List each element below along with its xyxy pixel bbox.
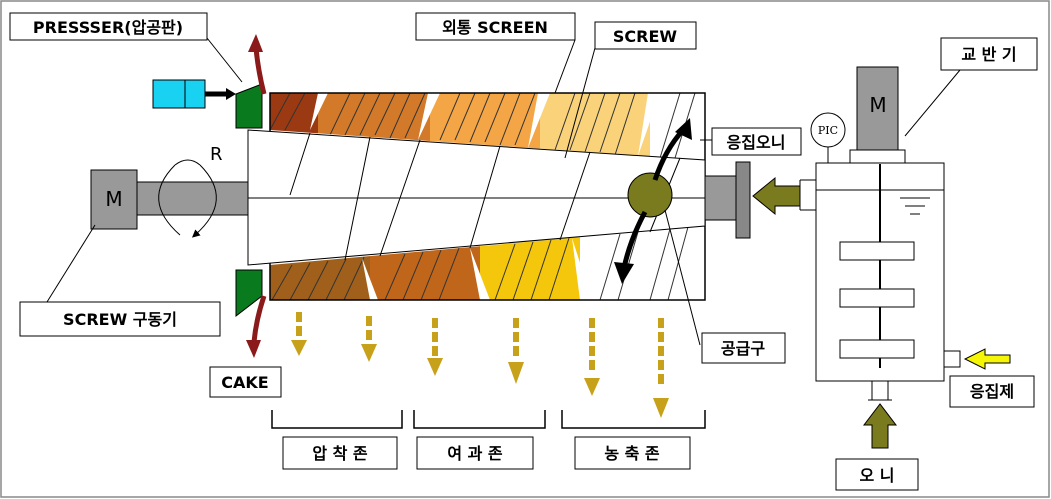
pic-label: PIC: [818, 124, 838, 137]
flocculated-sludge-label: 응집오니: [727, 133, 786, 152]
label-screw-drive: SCREW 구동기: [19, 301, 221, 337]
rotation-arc-left: [158, 164, 181, 236]
motor-left-label: M: [105, 187, 122, 211]
sludge-label: 오 니: [859, 466, 894, 485]
screw-press-body: [247, 92, 706, 301]
label-sludge: 오 니: [835, 458, 919, 491]
zone-compression-label: 압 착 존: [312, 444, 368, 463]
outer-screen-label: 외통 SCREEN: [442, 18, 548, 37]
dashed-arrow-1: [291, 312, 307, 356]
screw-drive-label: SCREW 구동기: [63, 310, 177, 329]
cylinder-left: [152, 79, 186, 109]
dashed-arrow-5: [584, 318, 600, 396]
supply-port-circle: [627, 172, 673, 218]
zone-filtration-label: 여 과 존: [447, 444, 503, 463]
dashed-arrow-6: [653, 318, 669, 418]
feed-arrow: [752, 176, 801, 216]
supply-flange: [735, 161, 751, 239]
cake-arrow-down: [251, 295, 267, 343]
screw-label: SCREW: [613, 27, 678, 46]
supply-pipe: [704, 175, 737, 221]
presser-label: PRESSSER(압공판): [33, 18, 183, 37]
label-zone-filtration: 여 과 존: [416, 436, 534, 470]
bottom-zone-4: [580, 226, 705, 300]
supply-assembly: [614, 118, 820, 284]
zone-brackets: [271, 410, 706, 429]
label-outer-screen: 외통 SCREEN: [415, 12, 576, 41]
motor-right-label: M: [869, 93, 886, 117]
sludge-inlet-arrow: [862, 403, 898, 449]
rotation-label: R: [210, 144, 223, 165]
dashed-arrow-3: [427, 318, 443, 376]
dashed-arrow-4: [508, 318, 524, 384]
label-screw: SCREW: [594, 21, 697, 50]
motor-right-box: [856, 66, 899, 152]
agitator-label: 교 반 기: [961, 45, 1016, 64]
label-zone-compression: 압 착 존: [282, 436, 398, 470]
motor-left-box: [90, 169, 138, 230]
label-agitator: 교 반 기: [940, 37, 1038, 71]
supply-port-label: 공급구: [721, 339, 765, 358]
leader-lines: [46, 37, 961, 346]
label-flocculated-sludge: 응집오니: [711, 127, 802, 156]
presser-assembly: [152, 34, 267, 358]
label-supply-port: 공급구: [701, 332, 786, 364]
cylinder-right: [184, 79, 206, 109]
label-cake: CAKE: [209, 366, 282, 398]
zone-concentration-label: 농 축 존: [604, 444, 660, 463]
flocculant-arrow: [963, 348, 1011, 370]
label-zone-concentration: 농 축 존: [574, 436, 691, 470]
filtrate-arrows: [291, 312, 669, 418]
top-zone-5: [650, 93, 705, 160]
presser-plate-top: [235, 83, 263, 129]
screw-drive-unit: M R: [90, 144, 249, 238]
drive-shaft: [135, 181, 249, 216]
agitator-tank: M PIC: [810, 66, 1011, 449]
dashed-arrow-2: [361, 316, 377, 362]
flocculant-label: 응집제: [970, 382, 1014, 401]
label-flocculant: 응집제: [949, 375, 1035, 408]
cake-label: CAKE: [221, 373, 268, 392]
rotation-arc-right: [191, 164, 217, 238]
label-presser: PRESSSER(압공판): [9, 12, 208, 41]
